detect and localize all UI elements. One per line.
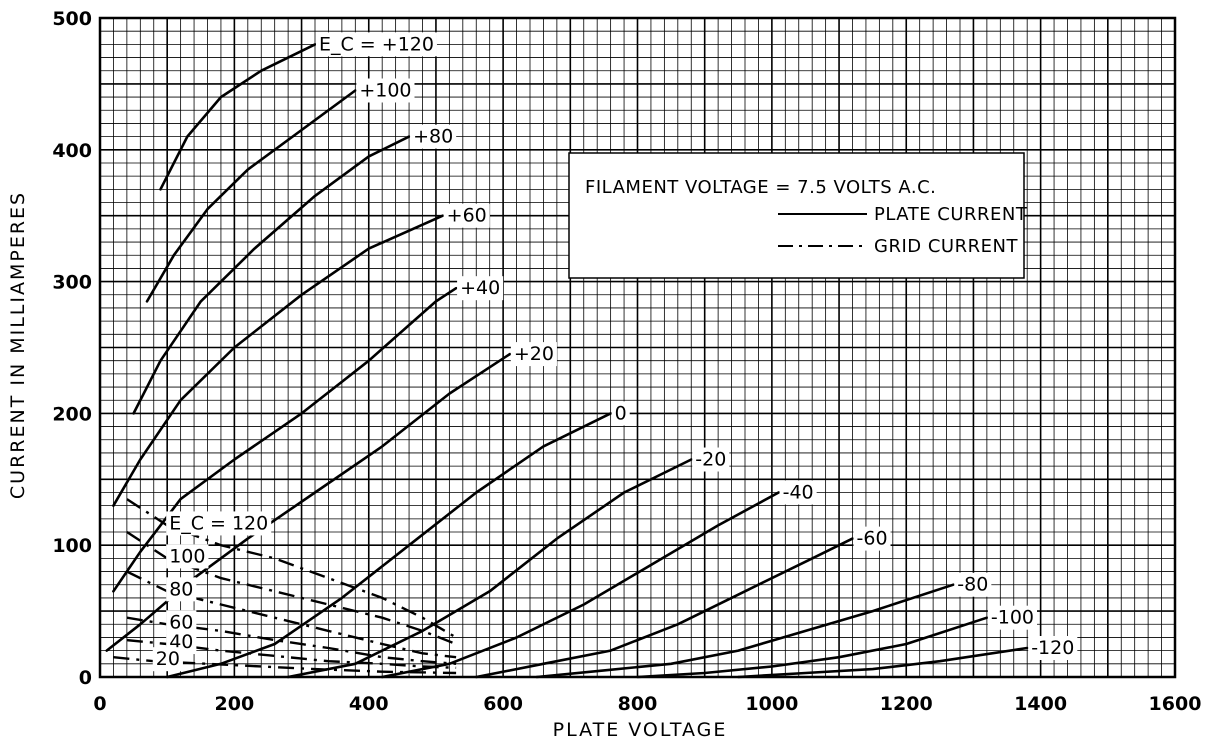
legend-box — [568, 152, 1025, 279]
curve-label-background — [166, 544, 209, 569]
curve-label-text: 0 — [615, 402, 627, 424]
curve-label: -40 — [779, 480, 817, 505]
plate-current-curve — [380, 491, 780, 679]
curve-label-background — [457, 276, 504, 301]
curve-label-text: -120 — [1031, 637, 1074, 659]
plate-current-curve — [105, 352, 512, 652]
curve-label: +80 — [410, 124, 457, 149]
curve-label: -80 — [954, 572, 992, 597]
x-tick-label: 1400 — [1014, 693, 1067, 715]
y-axis-title: CURRENT IN MILLIAMPERES — [7, 191, 29, 499]
plate-current-curve — [112, 286, 458, 593]
curve-label-text: +20 — [514, 343, 554, 365]
x-tick-label: 1000 — [745, 693, 798, 715]
curve-label: 0 — [611, 401, 630, 426]
curve-label-background — [611, 401, 630, 426]
curve-label-background — [954, 572, 992, 597]
curve-label-background — [779, 480, 817, 505]
plate-current-curve — [535, 583, 955, 679]
plate-current-curve — [145, 89, 357, 303]
x-tick-label: 600 — [483, 693, 523, 715]
plate-current-curve — [165, 412, 612, 679]
plate-current-curve — [132, 135, 411, 415]
curve-label-background — [166, 577, 197, 602]
plate-current-curve — [475, 537, 854, 679]
plate-current-curve — [286, 458, 693, 679]
curve-label-text: +60 — [447, 205, 487, 227]
curve-label-background — [692, 447, 730, 472]
y-tick-label: 100 — [52, 535, 92, 557]
grid-current-curve — [126, 638, 457, 669]
curve-label-background — [152, 647, 183, 672]
grid-current-curve — [126, 616, 457, 665]
curve-label-text: +80 — [413, 126, 453, 148]
curve-label-text: +100 — [359, 79, 411, 101]
curve-label-background — [166, 511, 272, 536]
curve-label-text: +40 — [460, 277, 500, 299]
plate-current-curve — [112, 214, 444, 507]
curve-label: -20 — [692, 447, 730, 472]
curve-label-background — [410, 124, 457, 149]
curve-label: 80 — [166, 577, 197, 602]
plate-current-curve — [636, 616, 989, 679]
x-tick-label: 400 — [349, 693, 389, 715]
y-tick-label: 200 — [52, 403, 92, 425]
curve-label-text: -80 — [957, 574, 988, 596]
plate-current-curve — [737, 646, 1029, 679]
curve-label-text: E_C = +120 — [319, 33, 434, 55]
curve-label: +60 — [443, 203, 490, 228]
curve-label-background — [356, 78, 415, 103]
curve-label: E_C = 120 — [166, 511, 272, 536]
y-tick-label: 500 — [52, 8, 92, 30]
curve-label-text: E_C = 120 — [169, 512, 268, 534]
tick-labels: 0 200 400 600 800 1000 1200 1400 160001002003004… — [52, 8, 1201, 715]
y-tick-label: 300 — [52, 272, 92, 294]
curve-label-text: 20 — [156, 648, 180, 670]
curve-label: 20 — [152, 647, 183, 672]
curve-label: 100 — [166, 544, 209, 569]
curve-label-background — [510, 342, 557, 367]
curve-label: -100 — [987, 605, 1037, 630]
y-tick-label: 0 — [79, 667, 92, 689]
curve-label: E_C = +120 — [316, 32, 437, 57]
legend-title: FILAMENT VOLTAGE = 7.5 VOLTS A.C. — [585, 177, 936, 198]
grid-current-curve — [126, 570, 457, 659]
curve-label-background — [987, 605, 1037, 630]
curve-label-text: 80 — [169, 578, 193, 600]
legend-entry-grid-current: GRID CURRENT — [874, 236, 1018, 257]
curve-label: +40 — [457, 276, 504, 301]
curve-label-background — [1028, 636, 1078, 661]
curve-label-text: -40 — [783, 481, 814, 503]
x-tick-label: 1600 — [1149, 693, 1202, 715]
legend-entry-plate-current: PLATE CURRENT — [874, 204, 1028, 225]
curve-label-text: -20 — [695, 449, 726, 471]
curve-label-text: -100 — [991, 607, 1034, 629]
legend: FILAMENT VOLTAGE = 7.5 VOLTS A.C. PLATE … — [568, 152, 1028, 279]
curve-label: -60 — [853, 526, 891, 551]
plate-current-curve — [159, 43, 317, 191]
curve-label-text: -60 — [857, 528, 888, 550]
grid — [99, 17, 1176, 678]
series-group — [105, 43, 1029, 679]
curve-label: +100 — [356, 78, 415, 103]
curve-label-background — [853, 526, 891, 551]
x-tick-label: 800 — [618, 693, 658, 715]
curve-labels: E_C = +120+100+80+60+40+200-20-40-60-80-… — [152, 32, 1078, 672]
x-axis-title: PLATE VOLTAGE — [553, 719, 728, 741]
curve-label-background — [443, 203, 490, 228]
x-tick-label: 0 — [93, 693, 106, 715]
x-tick-label: 200 — [215, 693, 255, 715]
x-tick-label: 1200 — [880, 693, 933, 715]
curve-label: -120 — [1028, 636, 1078, 661]
y-tick-label: 400 — [52, 140, 92, 162]
curve-label-text: 100 — [169, 545, 205, 567]
curve-label: +20 — [510, 342, 557, 367]
curve-label-text: 60 — [169, 611, 193, 633]
curve-label-background — [316, 32, 437, 57]
